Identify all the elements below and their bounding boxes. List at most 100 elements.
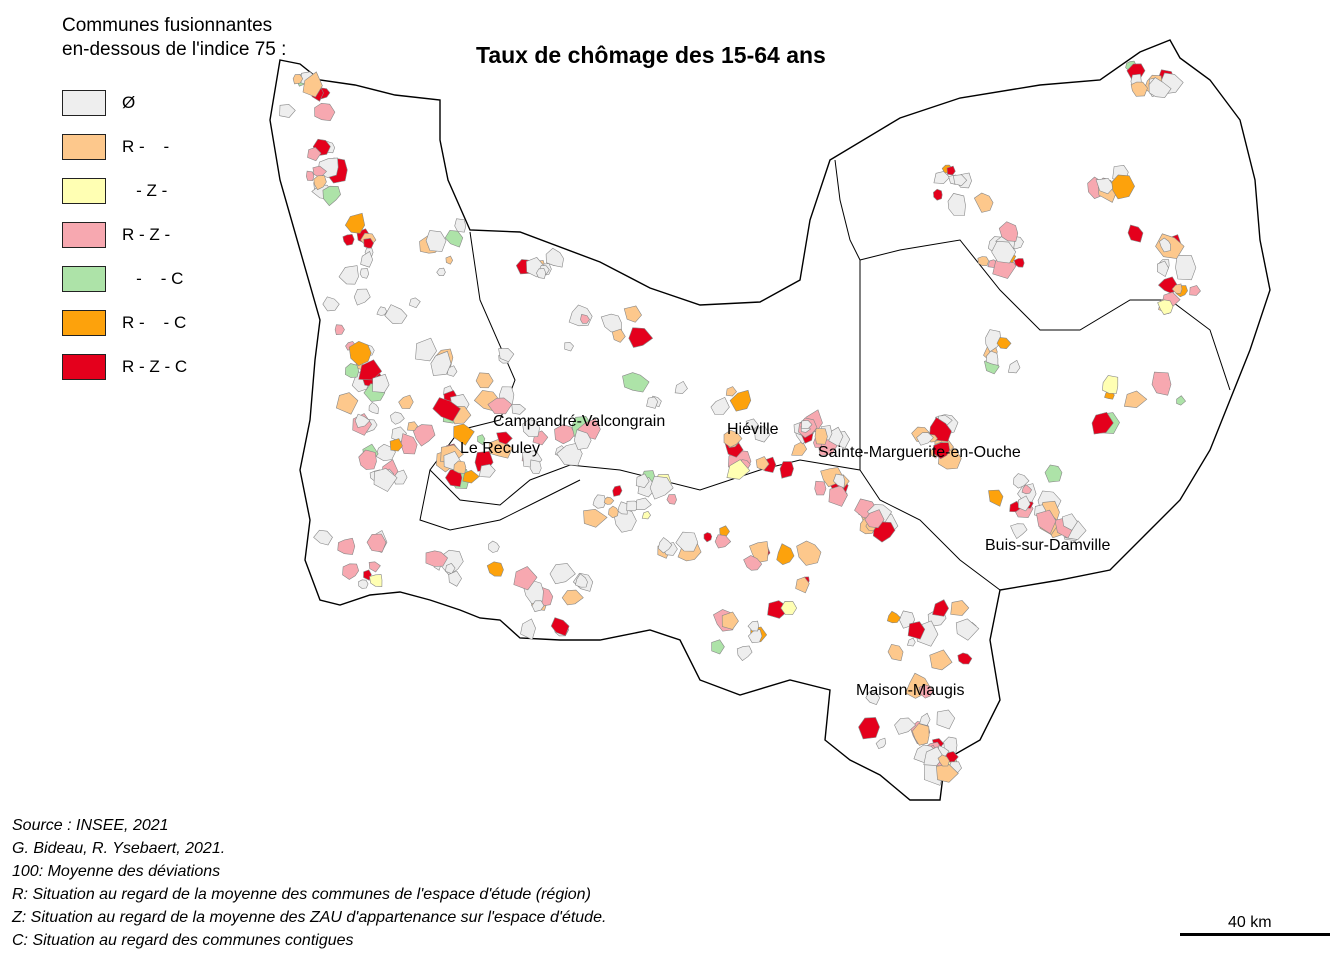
commune-shape: [554, 424, 576, 445]
legend-label-z: - Z -: [122, 181, 168, 200]
department-boundary: [419, 469, 581, 531]
commune-shape: [561, 589, 584, 606]
footer-note-r: R: Situation au regard de la moyenne des…: [12, 886, 591, 903]
commune-shape: [710, 397, 730, 415]
legend-swatch-z: [62, 178, 106, 204]
commune-shape: [894, 717, 917, 735]
commune-shape: [628, 327, 654, 348]
commune-shape: [342, 233, 355, 246]
commune-shape: [745, 418, 759, 431]
commune-shape: [425, 550, 448, 567]
commune-shape: [344, 363, 360, 378]
commune-shape: [430, 350, 452, 376]
commune-shape: [1151, 371, 1172, 396]
commune-shape: [1157, 260, 1169, 278]
commune-shape: [886, 610, 901, 624]
commune-shape: [408, 297, 421, 309]
commune-shape: [755, 456, 770, 471]
legend-label-c: - - C: [122, 269, 184, 288]
commune-shape: [703, 532, 713, 543]
commune-shape: [522, 419, 540, 438]
communes-layer: [279, 60, 1201, 786]
commune-shape: [1010, 523, 1028, 540]
commune-shape: [1102, 375, 1119, 394]
legend-label-r: R - -: [122, 137, 170, 156]
commune-shape: [743, 555, 763, 571]
commune-shape: [436, 267, 446, 277]
commune-shape: [622, 372, 650, 393]
commune-shape: [887, 643, 904, 662]
commune-shape: [487, 397, 513, 415]
commune-shape: [372, 373, 390, 393]
commune-shape: [736, 645, 753, 662]
commune-shape: [498, 347, 515, 363]
commune-shape: [946, 165, 956, 176]
commune-shape: [583, 508, 608, 528]
commune-shape: [1175, 254, 1197, 281]
commune-shape: [723, 429, 743, 448]
commune-shape: [911, 723, 930, 746]
commune-shape: [747, 620, 759, 632]
map-title: Taux de chômage des 15-64 ans: [476, 42, 826, 68]
commune-shape: [833, 473, 846, 489]
commune-shape: [612, 485, 623, 497]
commune-shape: [1123, 390, 1148, 408]
commune-shape: [1036, 509, 1057, 535]
commune-shape: [511, 403, 527, 415]
commune-shape: [1189, 285, 1201, 296]
commune-shape: [796, 540, 822, 566]
commune-shape: [603, 496, 615, 505]
commune-shape: [425, 230, 447, 252]
commune-shape: [448, 570, 462, 587]
commune-shape: [342, 563, 360, 580]
commune-shape: [1157, 299, 1174, 315]
commune-shape: [933, 171, 951, 184]
commune-shape: [453, 423, 475, 446]
scale-label: 40 km: [1228, 914, 1272, 931]
commune-shape: [666, 494, 677, 505]
commune-shape: [536, 268, 547, 279]
commune-shape: [368, 402, 379, 415]
commune-shape: [1007, 359, 1021, 374]
commune-shape: [611, 328, 626, 343]
legend-heading-line2: en-dessous de l'indice 75 :: [62, 39, 287, 60]
commune-shape: [977, 256, 990, 266]
commune-shape: [358, 449, 377, 470]
commune-shape: [369, 574, 383, 587]
commune-shape: [711, 639, 725, 655]
footer-note-100: 100: Moyenne des déviations: [12, 863, 221, 880]
commune-shape: [432, 397, 461, 422]
commune-shape: [1171, 283, 1183, 294]
commune-shape: [313, 175, 327, 191]
legend-swatch-c: [62, 266, 106, 292]
commune-shape: [907, 621, 926, 640]
commune-shape: [335, 392, 359, 415]
commune-shape: [1111, 174, 1135, 200]
commune-shape: [1044, 464, 1063, 483]
commune-shape: [754, 425, 771, 443]
commune-shape: [486, 561, 504, 577]
commune-shape: [398, 394, 414, 409]
commune-shape: [338, 265, 359, 285]
commune-shape: [531, 600, 545, 612]
commune-shape: [488, 540, 500, 553]
commune-shape: [608, 505, 619, 519]
commune-shape: [549, 563, 576, 585]
place-label-maison-maugis: Maison-Maugis: [856, 682, 965, 699]
commune-shape: [623, 305, 642, 323]
commune-shape: [675, 531, 699, 552]
commune-shape: [641, 510, 651, 520]
footer-source: Source : INSEE, 2021: [12, 817, 169, 834]
place-label-campandre-valcongrain: Campandré-Valcongrain: [493, 413, 666, 430]
commune-shape: [865, 691, 881, 705]
commune-shape: [407, 421, 418, 431]
commune-shape: [529, 459, 542, 475]
commune-shape: [462, 469, 480, 484]
commune-shape: [814, 428, 828, 445]
commune-shape: [996, 337, 1012, 350]
commune-shape: [933, 188, 943, 201]
footer-note-c: C: Situation au regard des communes cont…: [12, 932, 354, 949]
commune-shape: [747, 629, 763, 644]
commune-shape: [795, 576, 810, 594]
